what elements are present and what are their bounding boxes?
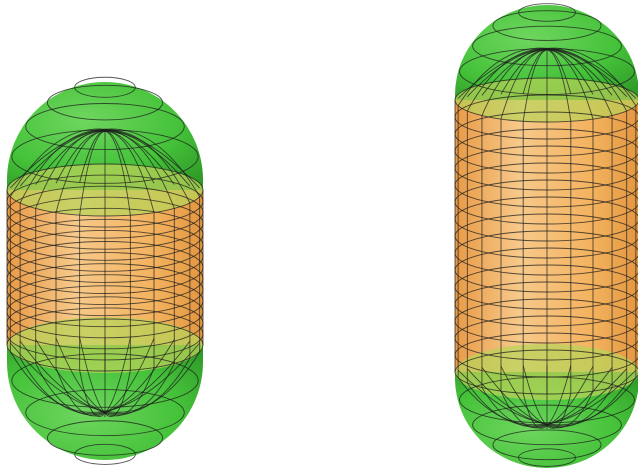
wire-ring bbox=[454, 281, 638, 327]
wire-cap-meridian bbox=[481, 367, 613, 428]
wire-cap-meridian bbox=[79, 337, 131, 418]
wire-ring bbox=[454, 230, 638, 276]
wire-cap-meridian bbox=[457, 369, 637, 426]
wire-ring bbox=[454, 213, 638, 259]
wire-cap-meridian bbox=[55, 130, 155, 213]
wire-cap-ring bbox=[46, 420, 164, 456]
wire-ring bbox=[454, 128, 638, 174]
wire-cap-ring bbox=[518, 3, 576, 22]
wire-outline bbox=[6, 190, 204, 345]
wire-ring bbox=[454, 162, 638, 208]
wire-cap-meridian bbox=[500, 49, 594, 120]
wire-cap-ring bbox=[472, 404, 622, 446]
wire-cap-meridian bbox=[35, 130, 175, 209]
wire-ring bbox=[454, 315, 638, 361]
wire-cap-meridian bbox=[457, 47, 637, 106]
wire-cap-meridian bbox=[522, 365, 572, 429]
wire-ring bbox=[454, 196, 638, 242]
wire-cap-ring bbox=[459, 48, 635, 95]
wire-cap-meridian bbox=[19, 129, 191, 204]
wire-cap-meridian bbox=[522, 49, 572, 122]
wire-cap-ring bbox=[74, 443, 136, 465]
wire-cap-ring bbox=[11, 353, 199, 408]
wire-cap-meridian bbox=[457, 369, 637, 426]
wire-cap-ring bbox=[11, 129, 199, 184]
wire-cap-meridian bbox=[500, 366, 594, 429]
wire-ring bbox=[454, 247, 638, 293]
wire-cap-ring bbox=[518, 448, 576, 467]
wire-cap-meridian bbox=[466, 368, 628, 427]
wire-cap-meridian bbox=[35, 339, 175, 416]
wire-ring bbox=[454, 349, 638, 395]
wire-cap-meridian bbox=[466, 48, 628, 112]
wire-cap-meridian bbox=[457, 47, 637, 106]
wire-cap-meridian bbox=[481, 48, 613, 116]
tall-capsule-cylinder bbox=[455, 100, 638, 372]
wire-cap-meridian bbox=[19, 340, 191, 415]
wire-cap-meridian bbox=[9, 128, 200, 197]
wire-cap-meridian bbox=[79, 131, 131, 216]
tall-capsule-top-overlap bbox=[455, 78, 638, 122]
wire-ring bbox=[454, 145, 638, 191]
wire-cap-meridian bbox=[500, 366, 594, 429]
wire-cap-meridian bbox=[9, 342, 201, 413]
wire-cap-meridian bbox=[481, 367, 613, 428]
wire-cap-meridian bbox=[35, 339, 175, 416]
wire-cap-meridian bbox=[79, 337, 131, 418]
short-capsule-wireframe bbox=[6, 76, 204, 465]
wire-cap-meridian bbox=[79, 131, 131, 216]
wire-cap-meridian bbox=[19, 340, 191, 415]
wire-cap-ring bbox=[74, 76, 136, 98]
wire-cap-meridian bbox=[522, 49, 572, 122]
wire-cap-meridian bbox=[55, 338, 155, 417]
wire-ring bbox=[454, 77, 638, 123]
tall-capsule bbox=[454, 3, 638, 468]
wire-ring bbox=[454, 94, 638, 140]
short-capsule bbox=[6, 76, 204, 465]
wire-cap-meridian bbox=[10, 128, 201, 197]
tall-capsule-top-cap bbox=[455, 5, 638, 100]
wire-cap-meridian bbox=[466, 368, 628, 427]
wire-outline bbox=[454, 100, 456, 372]
wire-cap-ring bbox=[459, 376, 635, 424]
wire-ring bbox=[454, 111, 638, 157]
wire-ring bbox=[454, 179, 638, 225]
wire-ring bbox=[454, 332, 638, 378]
tall-capsule-wireframe bbox=[454, 3, 638, 467]
wire-ring bbox=[454, 298, 638, 344]
wire-cap-meridian bbox=[55, 130, 155, 213]
wire-cap-meridian bbox=[9, 342, 201, 413]
wire-ring bbox=[454, 264, 638, 310]
